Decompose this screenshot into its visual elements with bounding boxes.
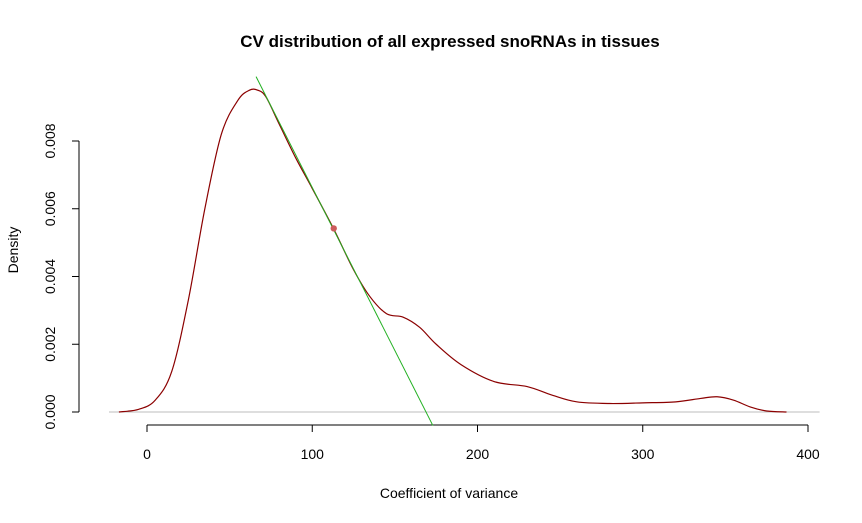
highlight-point [330,225,337,232]
x-tick-label: 200 [466,446,490,462]
tangent-line [255,76,434,426]
x-tick-label: 100 [301,446,325,462]
chart-title: CV distribution of all expressed snoRNAs… [240,32,659,51]
y-tick-label: 0.008 [42,123,58,158]
y-tick-label: 0.006 [42,191,58,226]
plot-area [108,76,820,426]
y-tick-label: 0.000 [42,394,58,429]
y-tick-label: 0.002 [42,327,58,362]
axes: 0 100 200 300 400 0.000 0.002 0.004 0.006 0.008 [42,123,820,462]
x-tick-label: 300 [631,446,655,462]
density-curve [118,88,787,413]
y-axis-label: Density [5,227,21,274]
y-tick-label: 0.004 [42,259,58,294]
x-tick-label: 400 [796,446,820,462]
x-tick-label: 0 [143,446,151,462]
x-axis-label: Coefficient of variance [380,485,518,501]
